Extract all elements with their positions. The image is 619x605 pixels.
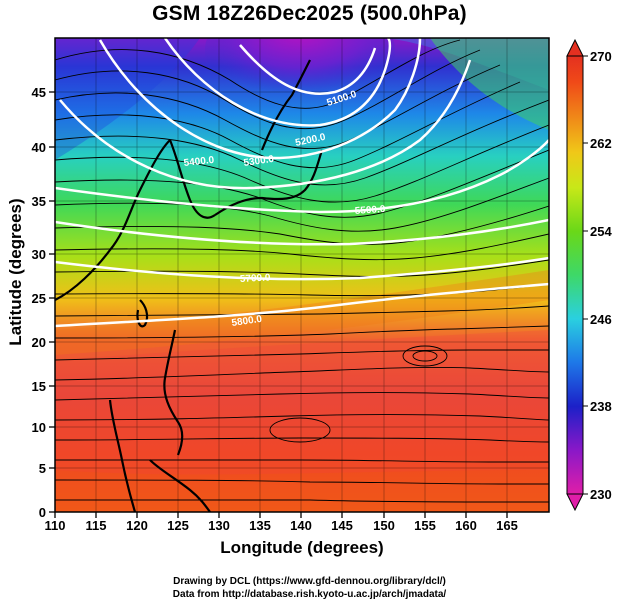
tick-marks xyxy=(49,91,508,518)
contour-5100 xyxy=(239,44,377,95)
y-axis-label: Latitude (degrees) xyxy=(6,198,25,346)
contour-5800 xyxy=(55,282,549,328)
x-tick-label: 140 xyxy=(290,518,312,533)
contour-5300 xyxy=(98,38,422,160)
coastlines xyxy=(55,59,324,512)
colorbar-bottom-arrow xyxy=(566,493,584,512)
wind-streamlines xyxy=(55,39,549,503)
credit-drawing: Drawing by DCL (https://www.gfd-dennou.o… xyxy=(173,576,446,587)
x-tick-label: 155 xyxy=(414,518,436,533)
colorbar-tick-label: 230 xyxy=(590,487,612,502)
colorbar-tick-label: 238 xyxy=(590,399,612,414)
x-tick-label: 120 xyxy=(126,518,148,533)
colorbar-top-arrow xyxy=(566,38,584,57)
y-tick-label: 5 xyxy=(39,461,46,476)
colorbar: 270 262 254 246 238 230 xyxy=(566,38,612,512)
contour-5500 xyxy=(55,139,549,214)
y-tick-label: 0 xyxy=(39,505,46,520)
credit-data-source: Data from http://database.rish.kyoto-u.a… xyxy=(172,589,447,600)
x-tick-labels: 110 115 120 125 130 135 140 145 150 155 … xyxy=(45,518,518,533)
x-tick-label: 130 xyxy=(208,518,230,533)
y-tick-labels: 0 5 10 15 20 25 30 35 40 45 xyxy=(32,85,46,520)
y-tick-label: 15 xyxy=(32,379,46,394)
contour-label-5400: 5400.0 xyxy=(183,155,215,169)
graticule xyxy=(55,38,549,512)
x-tick-label: 145 xyxy=(331,518,353,533)
y-tick-label: 45 xyxy=(32,85,46,100)
x-tick-label: 160 xyxy=(455,518,477,533)
plot-frame xyxy=(54,37,550,513)
y-tick-label: 20 xyxy=(32,335,46,350)
contour-label-5800: 5800.0 xyxy=(231,314,263,329)
colorbar-gradient xyxy=(566,55,584,495)
y-tick-label: 30 xyxy=(32,247,46,262)
y-tick-label: 25 xyxy=(32,291,46,306)
colorbar-tick-label: 246 xyxy=(590,312,612,327)
colorbar-tick-label: 262 xyxy=(590,136,612,151)
contour-5700 xyxy=(55,256,549,281)
contour-5200 xyxy=(163,38,392,127)
x-tick-label: 110 xyxy=(45,518,66,533)
contour-label-5500: 5500.0 xyxy=(354,204,386,217)
x-axis-label: Longitude (degrees) xyxy=(220,538,384,557)
y-tick-label: 35 xyxy=(32,194,46,209)
x-tick-label: 115 xyxy=(86,518,107,533)
contour-label-5300: 5300.0 xyxy=(243,154,275,169)
colorbar-tick-label: 270 xyxy=(590,49,612,64)
x-tick-label: 125 xyxy=(167,518,189,533)
height-contours xyxy=(55,38,549,328)
map-title: GSM 18Z26Dec2025 (500.0hPa) xyxy=(152,2,467,25)
x-tick-label: 150 xyxy=(373,518,395,533)
y-tick-label: 40 xyxy=(32,140,46,155)
contour-5600 xyxy=(55,218,549,246)
colorbar-tick-label: 254 xyxy=(590,224,612,239)
x-tick-label: 165 xyxy=(496,518,518,533)
x-tick-label: 135 xyxy=(249,518,271,533)
contour-5400 xyxy=(59,59,472,190)
y-tick-label: 10 xyxy=(32,420,46,435)
contour-label-5700: 5700.0 xyxy=(240,272,272,285)
